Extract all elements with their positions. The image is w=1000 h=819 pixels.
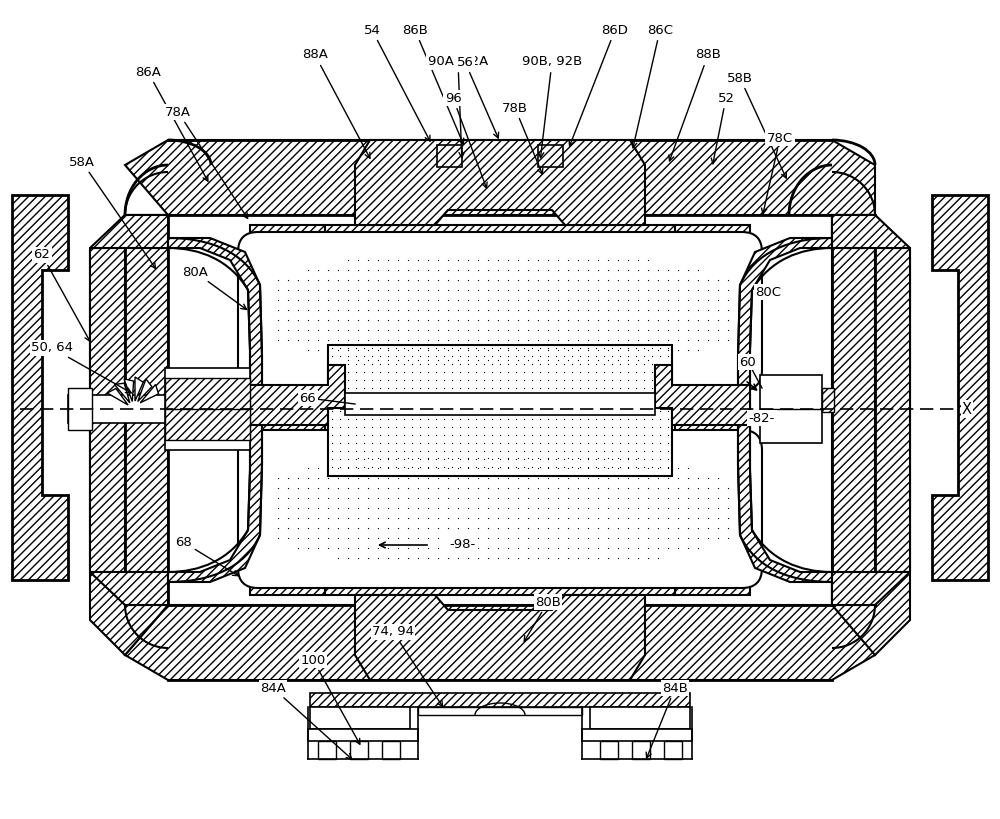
Polygon shape bbox=[325, 225, 675, 248]
Text: 50, 64: 50, 64 bbox=[31, 342, 131, 393]
Bar bbox=[350, 741, 368, 759]
Polygon shape bbox=[832, 215, 910, 605]
Polygon shape bbox=[832, 215, 910, 655]
Bar bbox=[310, 693, 690, 707]
Text: 54: 54 bbox=[364, 24, 430, 141]
Polygon shape bbox=[90, 215, 168, 655]
Polygon shape bbox=[675, 225, 750, 595]
Bar bbox=[165, 378, 250, 440]
Bar bbox=[310, 707, 410, 729]
Text: 90A, 92A: 90A, 92A bbox=[428, 56, 488, 158]
Text: 90B, 92B: 90B, 92B bbox=[522, 56, 582, 158]
FancyBboxPatch shape bbox=[238, 430, 762, 588]
Bar bbox=[165, 368, 250, 450]
Text: 88B: 88B bbox=[669, 48, 721, 161]
Text: 60: 60 bbox=[740, 355, 756, 369]
Bar bbox=[328, 408, 672, 476]
Polygon shape bbox=[932, 195, 988, 580]
Polygon shape bbox=[135, 377, 143, 401]
Text: 58A: 58A bbox=[69, 156, 156, 269]
Bar bbox=[760, 375, 822, 443]
Bar bbox=[600, 741, 618, 759]
Bar bbox=[318, 741, 336, 759]
Bar bbox=[437, 145, 462, 167]
Polygon shape bbox=[355, 140, 645, 225]
Bar bbox=[308, 729, 418, 741]
Polygon shape bbox=[90, 215, 168, 605]
Text: 68: 68 bbox=[175, 536, 238, 576]
Bar bbox=[664, 741, 682, 759]
Polygon shape bbox=[138, 379, 152, 401]
Text: 80B: 80B bbox=[524, 595, 561, 641]
Text: 74, 94: 74, 94 bbox=[372, 626, 443, 707]
Bar bbox=[68, 395, 165, 423]
Polygon shape bbox=[325, 572, 675, 595]
Text: 88A: 88A bbox=[302, 48, 370, 158]
Text: 80C: 80C bbox=[755, 286, 781, 298]
Polygon shape bbox=[250, 225, 325, 595]
Text: 78B: 78B bbox=[502, 102, 543, 174]
Text: 86D: 86D bbox=[569, 24, 628, 146]
Text: 52: 52 bbox=[711, 92, 734, 164]
Polygon shape bbox=[114, 383, 130, 403]
Text: 80A: 80A bbox=[182, 265, 246, 310]
Text: X: X bbox=[962, 401, 972, 417]
Text: 86C: 86C bbox=[632, 24, 673, 147]
Polygon shape bbox=[107, 388, 128, 405]
Bar bbox=[418, 707, 582, 715]
Text: 62: 62 bbox=[34, 248, 90, 342]
Polygon shape bbox=[125, 605, 875, 680]
Bar bbox=[538, 145, 563, 167]
Polygon shape bbox=[655, 365, 750, 425]
Polygon shape bbox=[250, 365, 345, 425]
FancyBboxPatch shape bbox=[238, 232, 762, 390]
Polygon shape bbox=[90, 215, 262, 385]
Polygon shape bbox=[738, 215, 910, 385]
Text: 86A: 86A bbox=[135, 66, 208, 181]
Text: 66: 66 bbox=[300, 391, 316, 405]
Polygon shape bbox=[125, 140, 875, 215]
Text: 84B: 84B bbox=[646, 681, 688, 758]
Text: 96: 96 bbox=[445, 92, 487, 188]
Bar bbox=[632, 741, 650, 759]
Text: 100: 100 bbox=[300, 654, 360, 744]
Bar bbox=[822, 388, 834, 412]
Polygon shape bbox=[124, 379, 134, 401]
Polygon shape bbox=[738, 425, 910, 605]
Polygon shape bbox=[355, 595, 645, 680]
Text: 84A: 84A bbox=[260, 681, 352, 759]
Text: 78C: 78C bbox=[762, 132, 793, 214]
Text: -82-: -82- bbox=[749, 411, 775, 424]
Polygon shape bbox=[12, 195, 68, 580]
Bar bbox=[68, 388, 92, 430]
Bar bbox=[382, 741, 400, 759]
Polygon shape bbox=[90, 425, 262, 605]
Text: 58B: 58B bbox=[727, 71, 786, 178]
Bar bbox=[582, 729, 692, 741]
Text: -98-: -98- bbox=[449, 539, 475, 551]
Bar bbox=[590, 707, 690, 729]
Text: 56: 56 bbox=[457, 56, 499, 138]
Text: 86B: 86B bbox=[402, 24, 464, 144]
Bar bbox=[328, 345, 672, 413]
Polygon shape bbox=[168, 215, 832, 605]
Text: 78A: 78A bbox=[165, 106, 248, 219]
Bar bbox=[345, 393, 655, 415]
Polygon shape bbox=[140, 384, 159, 403]
